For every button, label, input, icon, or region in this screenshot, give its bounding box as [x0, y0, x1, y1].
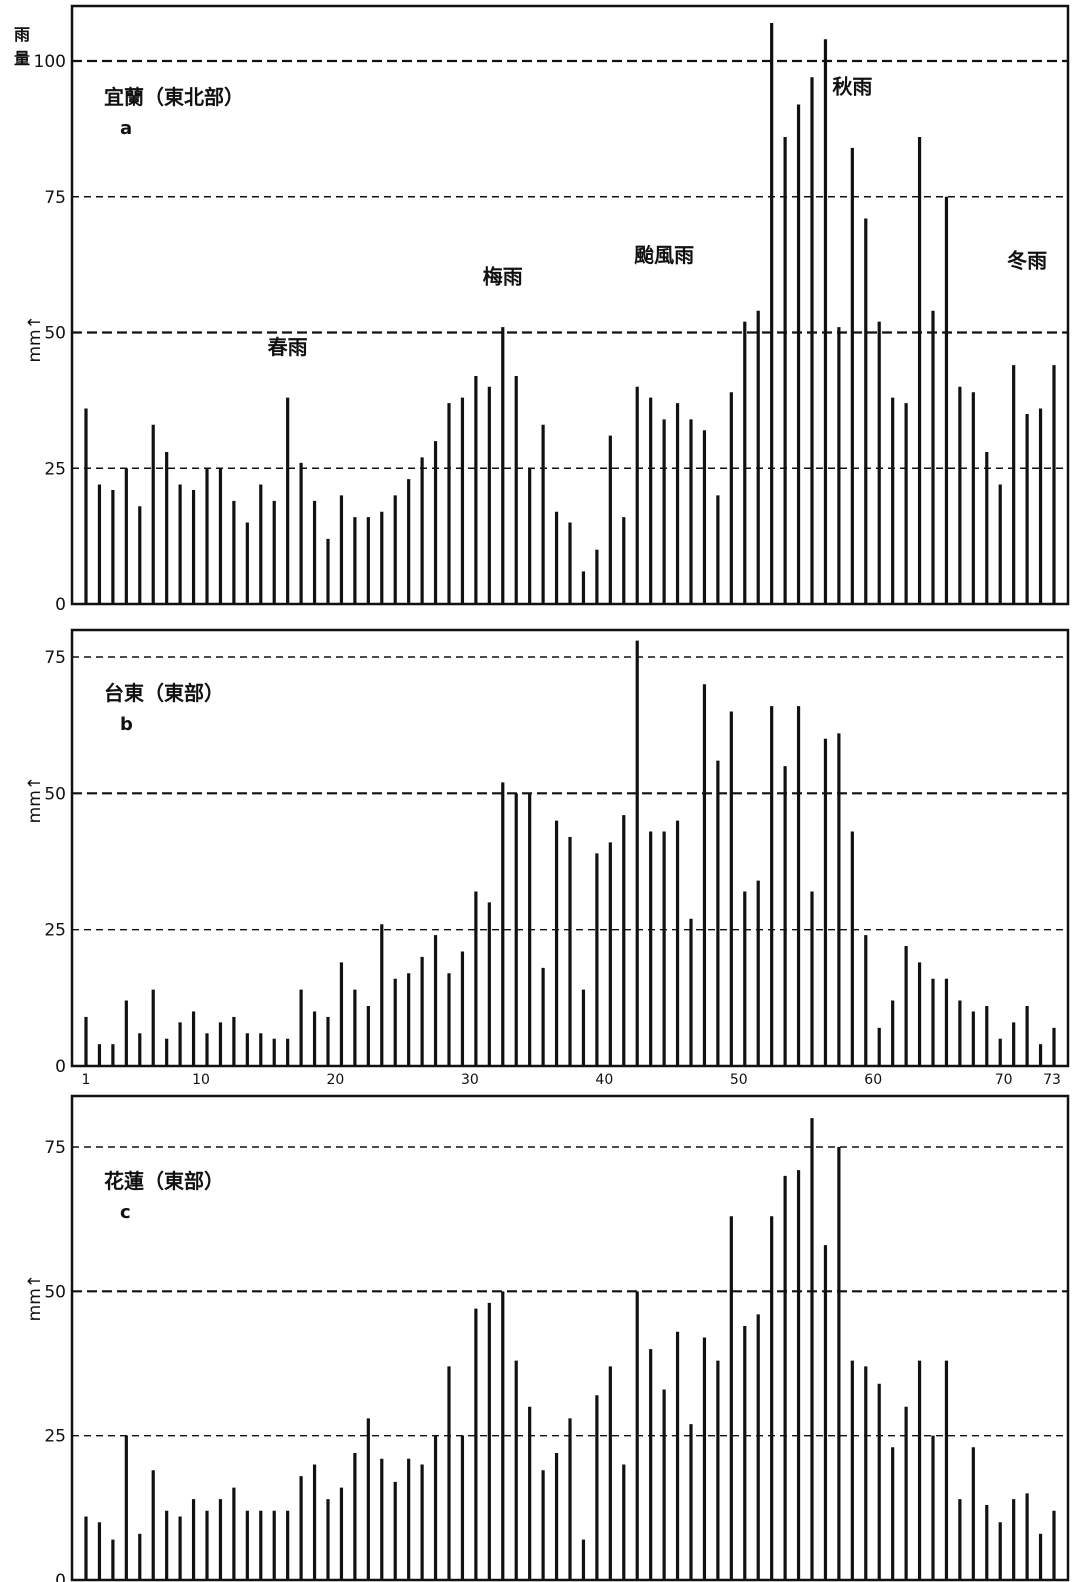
- y-tick-label: 0: [55, 1057, 66, 1077]
- x-tick-label: 40: [595, 1072, 613, 1088]
- y-axis-label: mm↑: [25, 776, 45, 823]
- panel-letter: c: [120, 1202, 131, 1223]
- x-tick-label: 20: [327, 1072, 345, 1088]
- y-tick-label: 100: [34, 52, 66, 72]
- y-tick-label: 50: [44, 1282, 66, 1302]
- season-annotation: 春雨: [267, 335, 308, 359]
- season-annotation: 颱風雨: [634, 243, 694, 267]
- panel-title: 台東（東部）: [104, 681, 224, 705]
- y-tick-label: 0: [55, 1571, 66, 1582]
- y-tick-label: 0: [55, 595, 66, 615]
- rainfall-label: 雨量: [14, 25, 30, 68]
- panel-title: 花蓮（東部）: [104, 1169, 224, 1193]
- x-tick-label: 10: [192, 1072, 210, 1088]
- y-tick-label: 75: [44, 188, 66, 208]
- panel-title: 宜蘭（東北部）: [104, 85, 244, 109]
- y-tick-label: 25: [44, 921, 66, 941]
- y-axis-label: mm↑: [25, 315, 45, 362]
- x-tick-label: 60: [864, 1072, 882, 1088]
- season-annotation: 冬雨: [1007, 248, 1047, 272]
- x-tick-label: 1: [82, 1072, 91, 1088]
- x-tick-label: 70: [995, 1072, 1013, 1088]
- y-tick-label: 50: [44, 324, 66, 344]
- x-tick-label: 73: [1043, 1072, 1061, 1088]
- y-tick-label: 75: [44, 648, 66, 668]
- y-tick-label: 50: [44, 784, 66, 804]
- y-axis-label: mm↑: [25, 1274, 45, 1321]
- x-tick-label: 30: [461, 1072, 479, 1088]
- y-tick-label: 25: [44, 459, 66, 479]
- season-annotation: 秋雨: [832, 75, 872, 99]
- y-tick-label: 75: [44, 1138, 66, 1158]
- panel-c: 0 25 50 75 花蓮（東部） c mm↑: [25, 1094, 1070, 1582]
- panel-b: 0 25 50 75 1 10 20 30 40 50 60 70 73 台東（東部） b mm↑: [25, 628, 1070, 1088]
- y-tick-label: 25: [44, 1427, 66, 1447]
- season-annotation: 梅雨: [483, 265, 523, 289]
- panel-letter: a: [120, 118, 132, 139]
- x-tick-label: 50: [730, 1072, 748, 1088]
- panel-letter: b: [120, 714, 133, 735]
